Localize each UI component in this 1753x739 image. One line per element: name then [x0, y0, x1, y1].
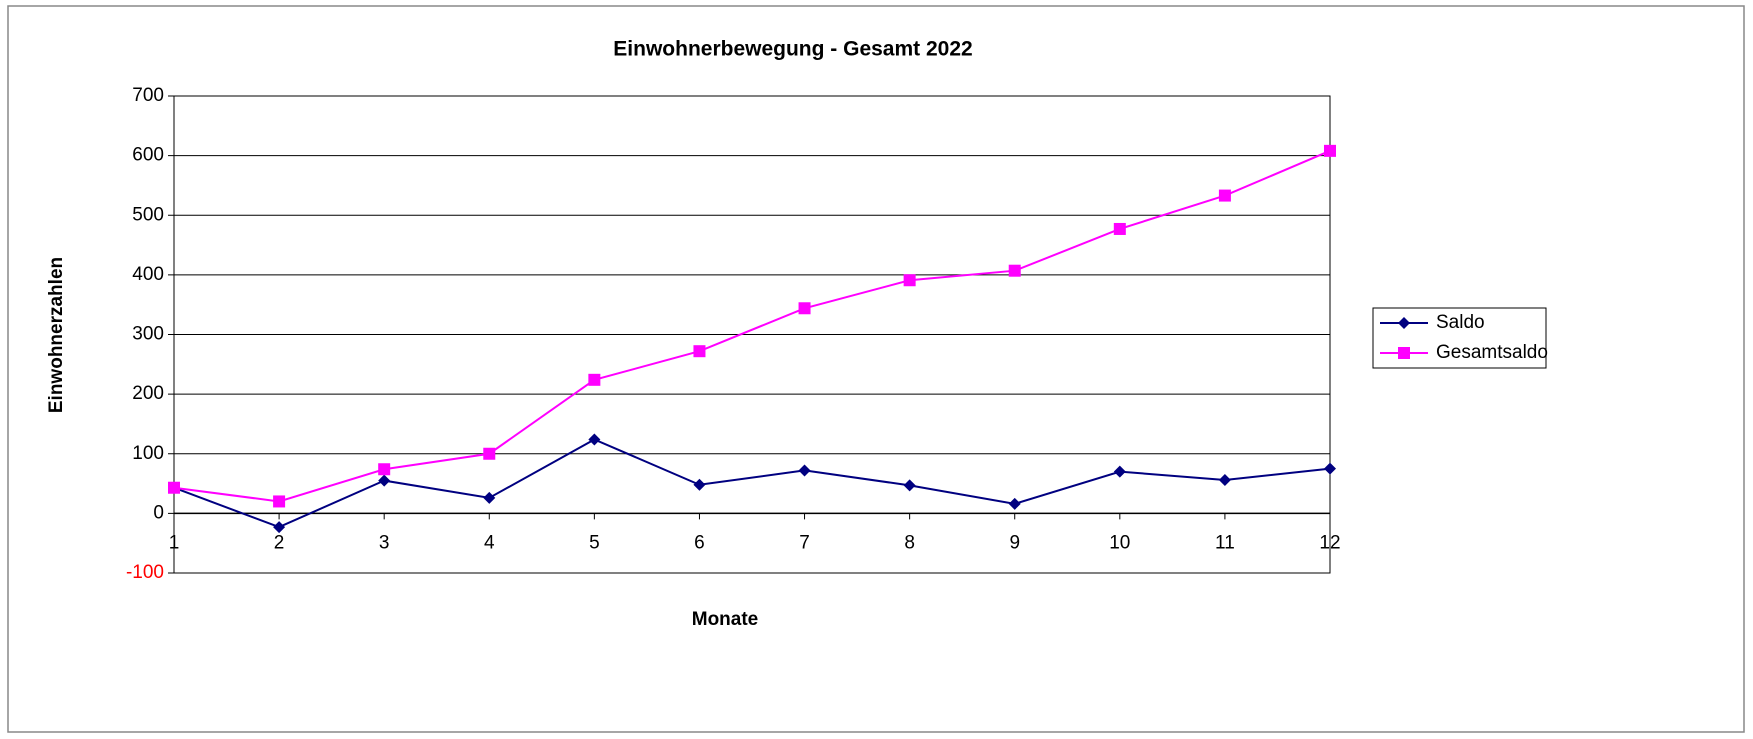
x-tick-label: 4 — [484, 532, 495, 553]
data-point — [273, 521, 286, 534]
x-tick-label: 5 — [589, 532, 600, 553]
data-point — [588, 433, 601, 446]
y-tick-label: 300 — [132, 324, 164, 345]
y-tick-label: 100 — [132, 443, 164, 464]
data-point — [588, 373, 601, 386]
data-point — [1113, 222, 1126, 235]
data-point — [1218, 189, 1231, 202]
y-tick-label: 200 — [132, 383, 164, 404]
x-tick-label: 7 — [799, 532, 810, 553]
data-point — [1218, 473, 1231, 486]
y-tick-label: 400 — [132, 264, 164, 285]
y-axis-label: Einwohnerzahlen — [46, 257, 67, 413]
data-point — [903, 479, 916, 492]
data-point — [1008, 264, 1021, 277]
x-tick-label: 9 — [1009, 532, 1020, 553]
legend-label: Gesamtsaldo — [1436, 342, 1548, 363]
x-tick-label: 1 — [169, 532, 180, 553]
data-point — [693, 478, 706, 491]
data-point — [273, 495, 286, 508]
chart-title: Einwohnerbewegung - Gesamt 2022 — [613, 38, 972, 61]
x-tick-label: 8 — [904, 532, 915, 553]
y-tick-label: -100 — [126, 562, 164, 583]
x-tick-label: 11 — [1215, 532, 1235, 553]
data-point — [1008, 497, 1021, 510]
data-point — [378, 474, 391, 487]
legend-label: Saldo — [1436, 312, 1485, 333]
data-point — [1113, 465, 1126, 478]
data-point — [168, 481, 180, 494]
data-point — [483, 447, 496, 460]
data-point — [903, 274, 916, 287]
legend-marker — [1398, 347, 1410, 359]
y-tick-label: 500 — [132, 204, 164, 225]
x-axis-label: Monate — [692, 609, 759, 630]
y-tick-label: 600 — [132, 145, 164, 166]
x-tick-label: 6 — [694, 532, 705, 553]
data-point — [798, 464, 811, 477]
data-point — [693, 345, 706, 358]
x-tick-label: 3 — [379, 532, 390, 553]
y-tick-label: 700 — [132, 85, 164, 106]
series-line — [173, 149, 1331, 503]
data-point — [798, 302, 811, 315]
x-tick-label: 2 — [274, 532, 285, 553]
data-point — [1324, 462, 1336, 475]
x-tick-label: 12 — [1319, 532, 1340, 553]
data-point — [1324, 144, 1336, 157]
legend-marker — [1398, 317, 1410, 329]
data-point — [483, 491, 496, 504]
y-tick-label: 0 — [153, 502, 164, 523]
series-line — [173, 438, 1331, 529]
x-tick-label: 10 — [1109, 532, 1130, 553]
data-point — [378, 463, 391, 476]
